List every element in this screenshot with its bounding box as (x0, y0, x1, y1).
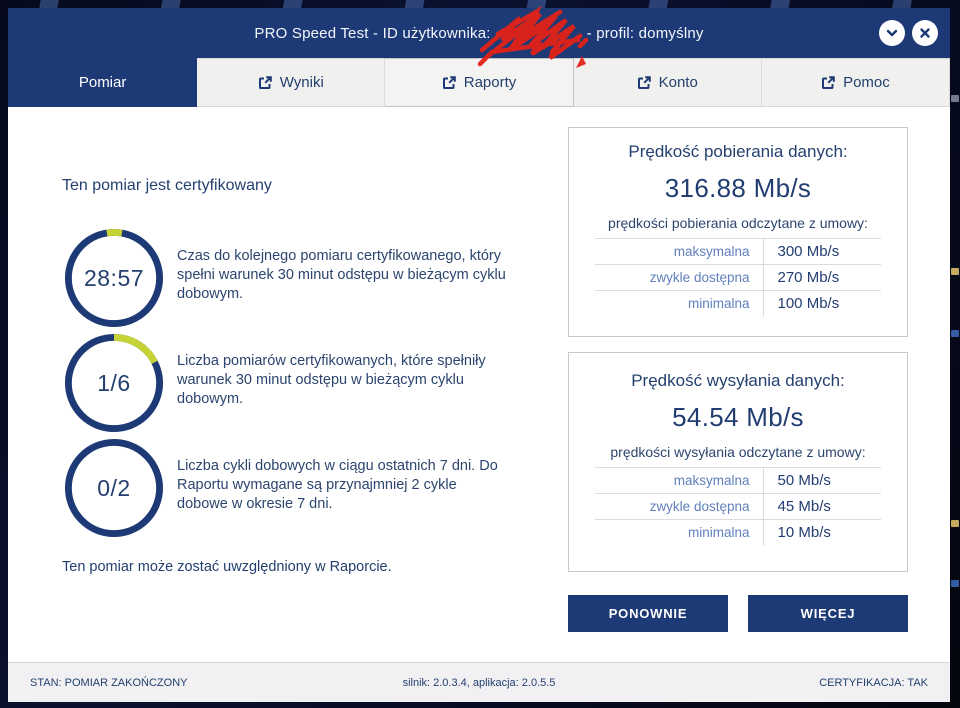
tab-konto[interactable]: Konto (573, 58, 762, 107)
gauge-countdown-description: Czas do kolejnego pomiaru certyfikowaneg… (177, 248, 506, 302)
close-icon (920, 28, 930, 38)
status-text: STAN: POMIAR ZAKOŃCZONY (30, 676, 188, 689)
row-value: 10 Mb/s (763, 519, 881, 546)
download-panel-title: Prędkość pobierania danych: (628, 142, 848, 161)
desktop-icon (951, 580, 959, 587)
external-link-icon (637, 75, 651, 89)
app-window: PRO Speed Test - ID użytkownika: - profil… (8, 6, 951, 702)
download-contract-subtitle: prędkości pobierania odczytane z umowy: (608, 215, 868, 231)
tab-wyniki[interactable]: Wyniki (197, 58, 386, 107)
row-label: minimalna (595, 290, 764, 317)
window-controls (879, 20, 938, 46)
more-button[interactable]: WIĘCEJ (748, 595, 908, 632)
chevron-down-icon (886, 29, 898, 37)
row-label: minimalna (595, 519, 764, 546)
upload-speed-panel: Prędkość wysyłania danych: 54.54 Mb/s pr… (568, 352, 908, 572)
row-label: maksymalna (595, 467, 764, 494)
row-value: 100 Mb/s (763, 290, 881, 317)
row-label: zwykle dostępna (595, 264, 764, 291)
upload-contract-table: maksymalna 50 Mb/s zwykle dostępna 45 Mb… (595, 467, 881, 546)
gauge-ring (64, 333, 164, 433)
gauge-daily-cycles: 0/2 (63, 437, 165, 539)
row-label: maksymalna (595, 238, 764, 265)
row-value: 45 Mb/s (763, 493, 881, 520)
upload-speed-value: 54.54 Mb/s (672, 402, 804, 432)
window-title: PRO Speed Test - ID użytkownika: - profil… (254, 24, 704, 42)
title-bar: PRO Speed Test - ID użytkownika: - profil… (8, 6, 950, 68)
gauge-certified-count-value: 1/6 (97, 369, 131, 396)
desktop-icon (951, 95, 959, 102)
action-buttons: PONOWNIE WIĘCEJ (568, 595, 908, 632)
gauge-daily-cycles-description: Liczba cykli dobowych w ciągu ostatnich … (177, 458, 498, 512)
desktop-icon (951, 520, 959, 527)
tab-label: Pomoc (843, 74, 890, 91)
window-collapse-button[interactable] (879, 20, 905, 46)
gauge-certified-count-description: Liczba pomiarów certyfikowanych, które s… (177, 353, 486, 407)
desktop-icon (951, 330, 959, 337)
gauge-daily-cycles-value: 0/2 (97, 474, 131, 501)
gauge-ring (64, 228, 164, 328)
tab-pomiar[interactable]: Pomiar (8, 58, 198, 107)
download-speed-panel: Prędkość pobierania danych: 316.88 Mb/s … (568, 127, 908, 337)
table-row: minimalna 100 Mb/s (595, 290, 881, 317)
status-bar: STAN: POMIAR ZAKOŃCZONY silnik: 2.0.3.4,… (8, 662, 950, 702)
external-link-icon (258, 75, 272, 89)
tab-pomoc[interactable]: Pomoc (761, 58, 951, 107)
window-close-button[interactable] (912, 20, 938, 46)
tab-raporty[interactable]: Raporty (385, 58, 574, 107)
version-text: silnik: 2.0.3.4, aplikacja: 2.0.5.5 (402, 676, 556, 689)
download-contract-table: maksymalna 300 Mb/s zwykle dostępna 270 … (595, 238, 881, 317)
row-value: 270 Mb/s (763, 264, 881, 291)
tab-label: Pomiar (78, 74, 127, 91)
tab-label: Wyniki (279, 74, 324, 91)
download-speed-value: 316.88 Mb/s (664, 173, 812, 203)
row-value: 300 Mb/s (763, 238, 881, 265)
table-row: minimalna 10 Mb/s (595, 519, 881, 546)
retry-button[interactable]: PONOWNIE (568, 595, 728, 632)
gauge-certified-count: 1/6 (63, 332, 165, 434)
certification-status: CERTYFIKACJA: TAK (819, 676, 928, 689)
table-row: zwykle dostępna 45 Mb/s (595, 493, 881, 520)
desktop-icon (951, 268, 959, 275)
tab-label: Konto (658, 74, 698, 91)
certification-heading: Ten pomiar jest certyfikowany (62, 177, 272, 194)
gauge-countdown-value: 28:57 (83, 264, 145, 291)
table-row: zwykle dostępna 270 Mb/s (595, 264, 881, 291)
table-row: maksymalna 300 Mb/s (595, 238, 881, 265)
gauge-ring (64, 438, 164, 538)
tab-bar: Pomiar Wyniki Raporty Konto Pomoc (8, 58, 951, 107)
main-content: Ten pomiar jest certyfikowany 28:57 Czas… (8, 107, 950, 662)
table-row: maksymalna 50 Mb/s (595, 467, 881, 494)
tab-label: Raporty (463, 74, 517, 91)
gauge-countdown: 28:57 (63, 227, 165, 329)
row-label: zwykle dostępna (595, 493, 764, 520)
external-link-icon (442, 75, 456, 89)
external-link-icon (822, 75, 835, 89)
upload-contract-subtitle: prędkości wysyłania odczytane z umowy: (610, 444, 866, 460)
report-inclusion-note: Ten pomiar może zostać uwzględniony w Ra… (62, 559, 392, 575)
row-value: 50 Mb/s (763, 467, 881, 494)
upload-panel-title: Prędkość wysyłania danych: (631, 371, 845, 390)
